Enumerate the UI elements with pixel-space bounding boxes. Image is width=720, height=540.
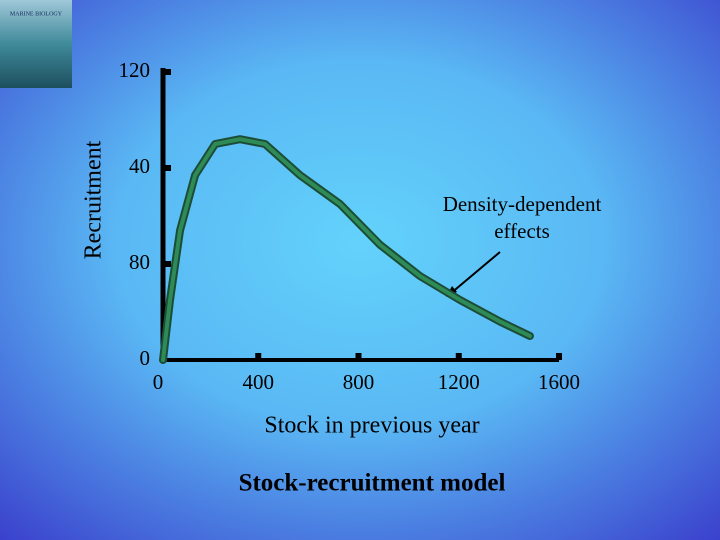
y-tick-mark — [163, 261, 171, 267]
chart-title: Stock-recruitment model — [239, 470, 506, 497]
y-tick-label: 80 — [129, 250, 150, 274]
x-tick-label: 0 — [153, 370, 164, 394]
y-tick-mark — [163, 165, 171, 171]
annotation: Density-dependent — [443, 192, 602, 216]
annotation-arrow — [449, 251, 501, 295]
x-tick-mark — [355, 353, 362, 360]
x-tick-mark — [556, 353, 562, 360]
x-tick-mark — [455, 353, 462, 360]
x-tick-label: 800 — [343, 370, 375, 394]
book-cover — [0, 0, 72, 88]
x-tick-label: 1600 — [538, 370, 580, 394]
annotation: effects — [494, 219, 550, 243]
y-tick-mark — [163, 69, 171, 75]
curve — [161, 137, 532, 362]
y-tick-label: 120 — [119, 58, 151, 82]
x-axis-label: Stock in previous year — [264, 413, 479, 439]
x-tick-mark — [255, 353, 262, 360]
cover-title: MARINE BIOLOGY — [10, 11, 63, 17]
y-axis-label: Recruitment — [81, 140, 107, 259]
y-tick-label: 40 — [129, 154, 150, 178]
y-tick-label: 0 — [140, 346, 151, 370]
x-tick-label: 1200 — [438, 370, 480, 394]
x-tick-label: 400 — [243, 370, 275, 394]
